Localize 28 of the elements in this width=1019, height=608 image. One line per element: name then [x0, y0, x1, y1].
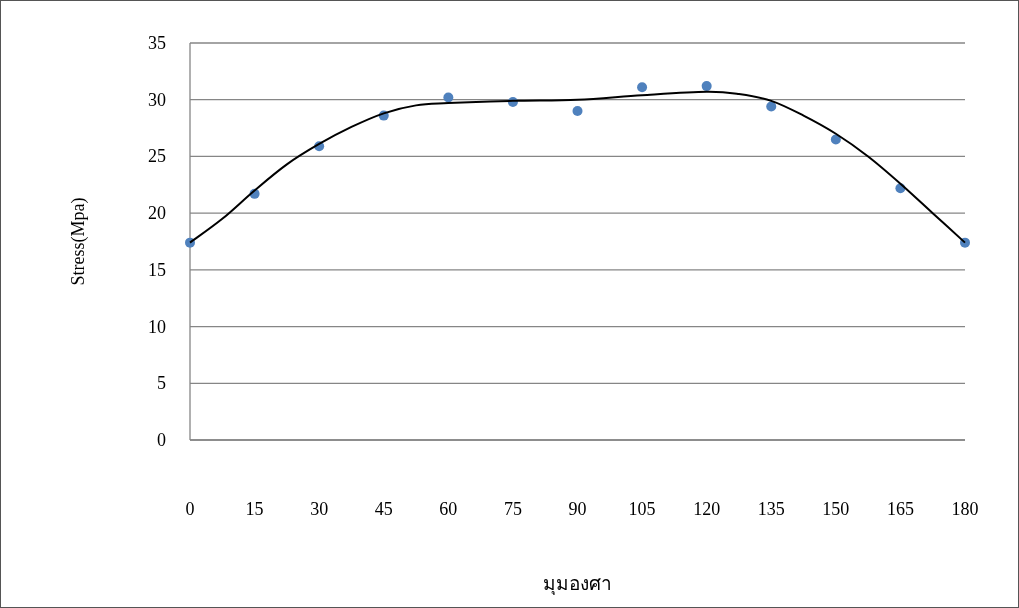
x-tick-label: 30	[310, 499, 329, 519]
point	[443, 92, 454, 103]
x-axis-title: มุมองศา	[543, 572, 612, 596]
point	[637, 82, 648, 93]
x-tick-label: 165	[886, 499, 914, 519]
point	[701, 81, 712, 92]
y-tick-label: 25	[148, 146, 166, 167]
x-tick-label: 60	[439, 499, 458, 519]
y-tick-label: 5	[157, 373, 166, 394]
y-tick-label: 15	[148, 259, 166, 280]
x-tick-label: 135	[757, 499, 785, 519]
x-tick-label: 45	[374, 499, 393, 519]
y-tick-label: 30	[148, 89, 166, 110]
x-tick-label: 120	[693, 499, 721, 519]
x-tick-label: 180	[951, 499, 979, 519]
x-tick-label: 75	[503, 499, 522, 519]
y-tick-label: 0	[157, 430, 166, 450]
x-tick-label: 15	[245, 499, 264, 519]
y-axis-title: Stress(Mpa)	[68, 197, 89, 286]
point	[766, 101, 777, 112]
x-tick-label: 0	[185, 499, 195, 519]
y-tick-label: 35	[148, 33, 166, 53]
y-tick-label: 10	[148, 316, 166, 337]
point	[572, 106, 583, 117]
x-tick-label: 90	[568, 499, 587, 519]
x-tick-label: 105	[628, 499, 656, 519]
y-tick-label: 20	[148, 203, 166, 224]
x-tick-label: 150	[822, 499, 850, 519]
